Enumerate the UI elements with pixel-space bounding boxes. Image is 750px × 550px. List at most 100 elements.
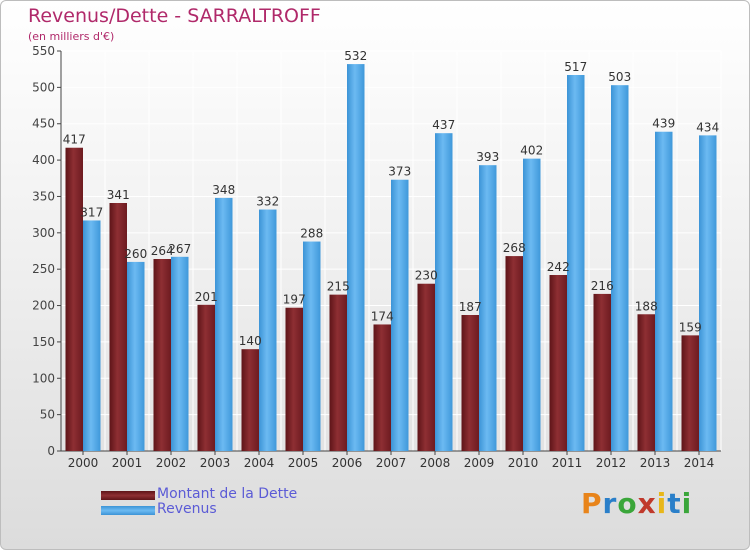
logo-letter: P [581, 487, 603, 520]
data-label-dette: 188 [635, 299, 658, 313]
bar-revenus [391, 179, 409, 451]
logo-letter: i [656, 487, 668, 520]
y-tick-label: 500 [32, 80, 55, 94]
data-label-revenus: 348 [212, 183, 235, 197]
x-tick-label: 2006 [332, 456, 363, 470]
bar-revenus [523, 158, 541, 452]
x-tick-label: 2011 [552, 456, 583, 470]
bar-revenus [347, 64, 365, 451]
bar-dette [153, 259, 171, 451]
data-label-revenus: 260 [124, 247, 147, 261]
bar-revenus [127, 261, 145, 451]
chart-title: Revenus/Dette - SARRALTROFF [28, 5, 321, 27]
data-label-dette: 201 [195, 290, 218, 304]
bar-dette [109, 203, 127, 451]
data-label-dette: 187 [459, 300, 482, 314]
bar-dette [329, 294, 347, 451]
data-label-revenus: 373 [388, 165, 411, 179]
y-tick-label: 300 [32, 226, 55, 240]
data-label-dette: 215 [327, 280, 350, 294]
data-label-dette: 159 [679, 320, 702, 334]
data-label-revenus: 532 [344, 49, 367, 63]
data-label-revenus: 317 [80, 205, 103, 219]
data-label-revenus: 503 [608, 70, 631, 84]
bar-revenus [171, 256, 189, 451]
data-label-revenus: 332 [256, 195, 279, 209]
data-label-dette: 140 [239, 334, 262, 348]
logo-letter: x [637, 487, 657, 520]
x-tick-label: 2014 [684, 456, 715, 470]
legend-label-dette: Montant de la Dette [157, 486, 298, 502]
bar-revenus [215, 197, 233, 451]
y-tick-label: 450 [32, 117, 55, 131]
bar-dette [197, 304, 215, 451]
legend-swatch-revenus [101, 506, 155, 515]
bar-dette [593, 293, 611, 451]
x-tick-label: 2010 [508, 456, 539, 470]
x-tick-label: 2008 [420, 456, 451, 470]
bar-revenus [699, 135, 717, 451]
x-tick-label: 2002 [156, 456, 187, 470]
bar-dette [417, 283, 435, 451]
data-label-dette: 174 [371, 309, 394, 323]
x-tick-label: 2013 [640, 456, 671, 470]
y-tick-label: 250 [32, 262, 55, 276]
proxiti-logo: Proxiti [581, 487, 692, 520]
bar-revenus [303, 241, 321, 451]
bar-dette [461, 315, 479, 451]
data-label-revenus: 267 [168, 242, 191, 256]
bar-dette [241, 349, 259, 451]
data-label-dette: 216 [591, 279, 614, 293]
bar-dette [373, 324, 391, 451]
logo-letter: t [667, 487, 682, 520]
bar-revenus [435, 133, 453, 451]
y-tick-label: 150 [32, 335, 55, 349]
x-tick-label: 2003 [200, 456, 231, 470]
bar-dette [505, 256, 523, 451]
y-tick-label: 400 [32, 153, 55, 167]
axes: 0 50 100 150 200 250 300 350 400 450 500 550 2000 200… [32, 44, 721, 470]
bar-revenus [259, 209, 277, 451]
data-label-dette: 268 [503, 241, 526, 255]
x-tick-label: 2001 [112, 456, 143, 470]
data-label-dette: 264 [151, 244, 174, 258]
bars [65, 64, 717, 452]
x-tick-label: 2004 [244, 456, 275, 470]
legend-label-revenus: Revenus [157, 501, 217, 517]
data-label-revenus: 393 [476, 150, 499, 164]
data-label-dette: 341 [107, 188, 130, 202]
data-label-revenus: 517 [564, 60, 587, 74]
logo-letter: i [681, 487, 693, 520]
bar-revenus [83, 220, 101, 451]
bar-dette [65, 147, 83, 451]
x-tick-label: 2007 [376, 456, 407, 470]
bar-dette [637, 314, 655, 451]
bar-dette [681, 335, 699, 451]
x-tick-label: 2012 [596, 456, 627, 470]
bar-dette [549, 275, 567, 451]
bar-revenus [611, 85, 629, 451]
y-tick-label: 200 [32, 299, 55, 313]
y-tick-label: 100 [32, 371, 55, 385]
data-label-revenus: 288 [300, 227, 323, 241]
logo-letter: r [602, 487, 618, 520]
y-tick-label: 50 [40, 408, 55, 422]
data-label-revenus: 437 [432, 118, 455, 132]
chart-subtitle: (en milliers d'€) [28, 30, 115, 43]
data-label-dette: 197 [283, 293, 306, 307]
y-tick-label: 350 [32, 189, 55, 203]
bar-revenus [479, 165, 497, 451]
x-tick-label: 2005 [288, 456, 319, 470]
bar-dette [285, 307, 303, 451]
legend-swatch-dette [101, 491, 155, 500]
bar-revenus [567, 75, 585, 451]
x-tick-label: 2000 [68, 456, 99, 470]
data-label-dette: 417 [63, 133, 86, 147]
y-tick-label: 0 [47, 444, 55, 458]
data-label-revenus: 402 [520, 144, 543, 158]
data-label-revenus: 439 [652, 117, 675, 131]
bar-revenus [655, 131, 673, 451]
